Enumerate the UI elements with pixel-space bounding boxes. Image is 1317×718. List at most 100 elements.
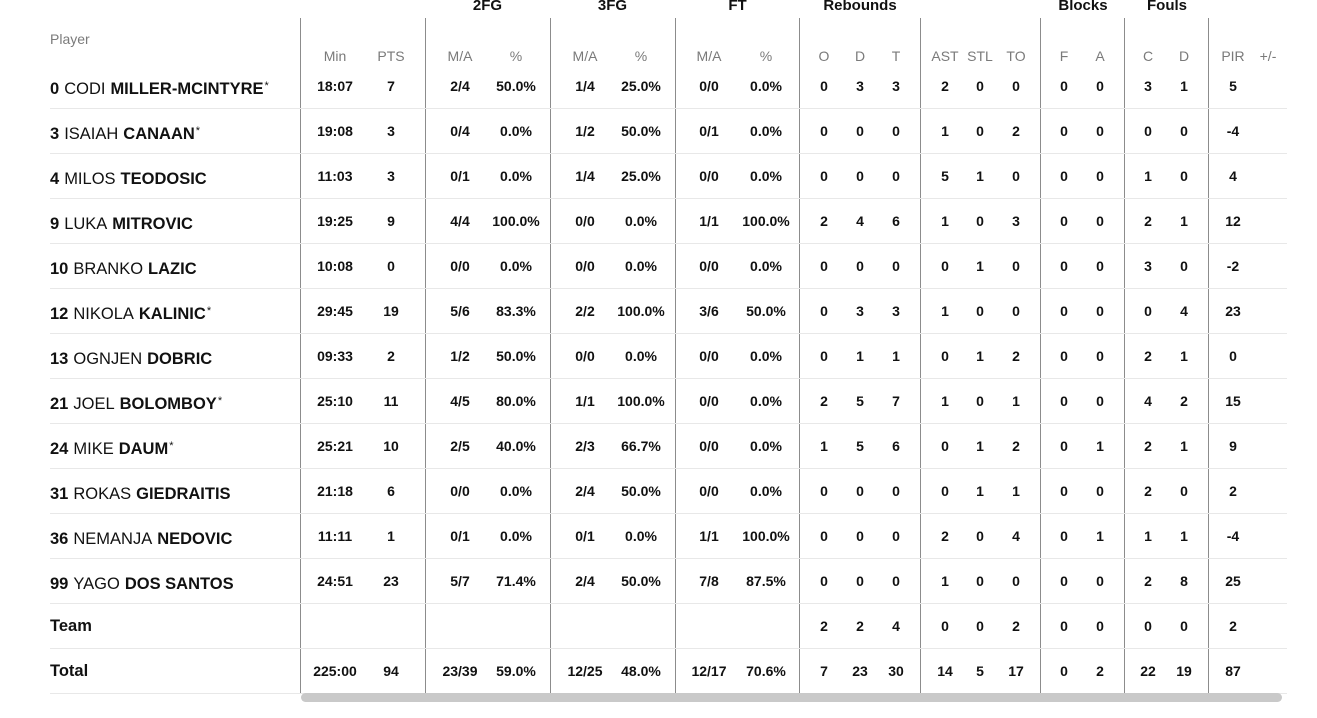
column-header-fg3-ma[interactable]: M/A [572, 48, 598, 64]
player-name-link[interactable]: 10 BRANKO LAZIC [50, 244, 198, 289]
total-row: Total 225:00 94 23/39 59.0% 12/25 48.0% 12/17 70… [0, 649, 1287, 694]
row-divider [50, 648, 1287, 649]
column-header-foul-c[interactable]: C [1142, 48, 1154, 64]
team-label: Team [50, 617, 92, 635]
stat-blk-a: 0 [1096, 303, 1104, 319]
player-name-link[interactable]: 31 ROKAS GIEDRAITIS [50, 469, 232, 514]
stat-foul-d: 0 [1180, 168, 1188, 184]
table-row: 99 YAGO DOS SANTOS 24:51 23 5/7 71.4% 2/4 50.0% 7… [0, 559, 1287, 604]
stat-fg3-pct: 0.0% [625, 528, 657, 544]
column-header-reb-d[interactable]: D [854, 48, 866, 64]
stat-blk-f: 0 [1060, 348, 1068, 364]
stat-stl: 1 [976, 438, 984, 454]
stat-min [307, 604, 363, 649]
stat-ast: 1 [941, 573, 949, 589]
column-header-fg3-pct[interactable]: % [634, 48, 648, 64]
column-header-ft-ma[interactable]: M/A [696, 48, 722, 64]
stat-ft-ma: 0/0 [699, 393, 719, 409]
column-divider [675, 18, 676, 694]
stat-foul-d: 0 [1180, 123, 1188, 139]
stat-pir: 4 [1229, 168, 1237, 184]
column-header-player[interactable]: Player [50, 31, 90, 47]
stat-fg2-ma: 0/1 [450, 528, 470, 544]
player-last-name: LAZIC [148, 260, 197, 278]
player-name-link[interactable]: 3 ISAIAH CANAAN* [50, 109, 200, 154]
column-divider [1208, 18, 1209, 694]
group-header-blocks: Blocks [1058, 0, 1108, 14]
column-header-stl[interactable]: STL [967, 48, 993, 64]
stat-fg3-ma: 1/4 [575, 168, 595, 184]
player-name-link[interactable]: 24 MIKE DAUM* [50, 424, 173, 469]
stat-foul-c: 2 [1144, 483, 1152, 499]
player-name-link[interactable]: 12 NIKOLA KALINIC* [50, 289, 211, 334]
column-header-blk-a[interactable]: A [1095, 48, 1105, 64]
player-name-link[interactable]: 4 MILOS TEODOSIC [50, 154, 208, 199]
stat-foul-c: 0 [1144, 303, 1152, 319]
stat-blk-f: 0 [1060, 393, 1068, 409]
column-header-ft-pct[interactable]: % [759, 48, 773, 64]
stat-ast: 1 [941, 123, 949, 139]
player-last-name: MITROVIC [112, 215, 193, 233]
stat-blk-f: 0 [1060, 168, 1068, 184]
stat-fg3-pct: 0.0% [625, 258, 657, 274]
column-header-pir[interactable]: PIR [1221, 48, 1245, 64]
stat-fg2-pct: 40.0% [496, 438, 536, 454]
column-header-fg2-pct[interactable]: % [509, 48, 523, 64]
stat-plusminus [1240, 109, 1296, 154]
column-header-min[interactable]: Min [323, 48, 347, 64]
stat-pts: 19 [383, 303, 399, 319]
stat-min: 11:03 [317, 168, 353, 184]
column-header-blk-f[interactable]: F [1059, 48, 1069, 64]
stat-plusminus [1240, 154, 1296, 199]
column-header-fg2-ma[interactable]: M/A [447, 48, 473, 64]
stat-blk-a: 1 [1096, 438, 1104, 454]
stat-foul-d: 19 [1176, 663, 1192, 679]
stat-foul-d: 0 [1180, 258, 1188, 274]
player-last-name: NEDOVIC [157, 530, 233, 548]
player-first-name: NIKOLA [73, 305, 134, 323]
column-header-foul-d[interactable]: D [1178, 48, 1190, 64]
stat-stl: 5 [976, 663, 984, 679]
column-header-plusminus[interactable]: +/- [1259, 48, 1277, 64]
player-name-link[interactable]: 21 JOEL BOLOMBOY* [50, 379, 222, 424]
player-name-link[interactable]: 13 OGNJEN DOBRIC [50, 334, 213, 379]
stat-ft-pct: 0.0% [750, 123, 782, 139]
player-name-link[interactable]: 0 CODI MILLER-MCINTYRE* [50, 64, 269, 109]
player-name-link[interactable]: 36 NEMANJA NEDOVIC [50, 514, 233, 559]
stat-min: 11:11 [317, 528, 353, 544]
stat-ft-pct: 0.0% [750, 483, 782, 499]
stat-fg2-ma: 2/5 [450, 438, 470, 454]
stat-min: 10:08 [317, 258, 353, 274]
stat-min: 29:45 [317, 303, 353, 319]
stat-reb-t: 0 [892, 483, 900, 499]
group-header-ft: FT [728, 0, 747, 14]
stat-fg2-pct: 50.0% [496, 78, 536, 94]
stat-fg2-ma: 4/4 [450, 213, 470, 229]
column-divider [425, 18, 426, 694]
stat-plusminus [1240, 244, 1296, 289]
stat-reb-d: 3 [856, 303, 864, 319]
column-header-pts[interactable]: PTS [377, 48, 405, 64]
stat-reb-o: 0 [820, 303, 828, 319]
column-header-reb-t[interactable]: T [891, 48, 901, 64]
row-divider [50, 468, 1287, 469]
column-header-to[interactable]: TO [1006, 48, 1026, 64]
stat-foul-c: 0 [1144, 618, 1152, 634]
column-header-reb-o[interactable]: O [818, 48, 830, 64]
stat-ast: 0 [941, 258, 949, 274]
stat-stl: 0 [976, 303, 984, 319]
stat-reb-d: 3 [856, 78, 864, 94]
stat-fg3-ma: 1/4 [575, 78, 595, 94]
stat-pir: -4 [1226, 123, 1240, 139]
player-name-link[interactable]: 99 YAGO DOS SANTOS [50, 559, 235, 604]
player-name-link[interactable]: 9 LUKA MITROVIC [50, 199, 194, 244]
stat-ft-ma: 3/6 [699, 303, 719, 319]
stat-fg2-ma: 2/4 [450, 78, 470, 94]
stat-ft-ma: 1/1 [699, 213, 719, 229]
horizontal-scrollbar[interactable] [301, 693, 1282, 702]
table-row: 24 MIKE DAUM* 25:21 10 2/5 40.0% 2/3 66.7% 0/0 0.0… [0, 424, 1287, 469]
column-header-ast[interactable]: AST [931, 48, 959, 64]
stat-fg2-pct [488, 604, 544, 649]
stat-ft-ma: 7/8 [699, 573, 719, 589]
stat-fg2-ma: 23/39 [442, 663, 478, 679]
